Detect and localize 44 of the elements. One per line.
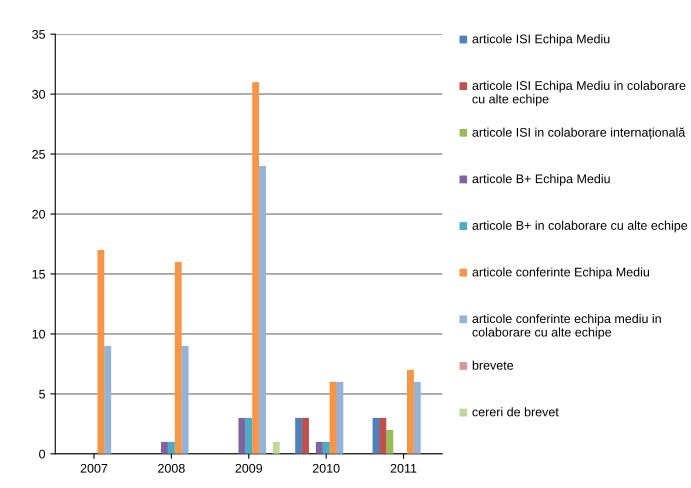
bar — [372, 418, 380, 454]
y-tick-label: 30 — [32, 90, 46, 99]
x-tick-label: 2011 — [390, 464, 416, 473]
y-tick-label: 20 — [32, 210, 46, 219]
legend-label: articole B+ Echipa Mediu — [472, 174, 610, 186]
bar — [97, 250, 104, 454]
bar — [245, 418, 252, 454]
x-tick-label: 2010 — [312, 464, 340, 473]
legend-label: brevete — [472, 360, 514, 370]
legend-label: articole conferinte echipa mediu in colaborare cu alte echipe — [472, 314, 661, 340]
bar — [104, 346, 112, 454]
bar — [406, 370, 414, 454]
x-tick-label: 2007 — [80, 464, 108, 473]
y-tick-label: 5 — [39, 390, 46, 399]
bar — [322, 442, 330, 454]
bar — [316, 442, 323, 454]
bar — [330, 382, 336, 454]
y-tick-label: 25 — [32, 150, 46, 159]
y-tick-label: 10 — [32, 330, 46, 339]
bar — [379, 418, 386, 454]
bar — [272, 442, 280, 454]
legend-label: articole ISI Echipa Mediu in colaborare cu alte echipe — [472, 80, 686, 106]
legend-label: articole conferinte Echipa Mediu — [472, 267, 649, 279]
bar — [302, 418, 309, 454]
bar — [168, 442, 175, 454]
bar — [238, 418, 246, 454]
legend-label: articole B+ in colaborare cu alte echipe — [472, 220, 688, 232]
bar — [182, 346, 189, 454]
x-tick-label: 2008 — [158, 464, 185, 473]
legend-label: cereri de brevet — [472, 407, 559, 416]
legend-label: articole ISI in colaborare internațională — [472, 127, 686, 140]
y-tick-label: 15 — [32, 270, 46, 279]
bar — [414, 382, 421, 454]
y-tick-label: 0 — [39, 450, 46, 458]
bar — [336, 382, 344, 454]
x-tick-label: 2009 — [235, 464, 262, 473]
bar — [259, 166, 266, 454]
y-tick-label: 35 — [32, 30, 46, 39]
bar — [161, 442, 168, 454]
legend-label: articole ISI Echipa Mediu — [472, 34, 610, 46]
bar — [295, 418, 302, 454]
bar — [252, 82, 260, 454]
bar — [174, 262, 182, 454]
bar — [386, 430, 394, 454]
